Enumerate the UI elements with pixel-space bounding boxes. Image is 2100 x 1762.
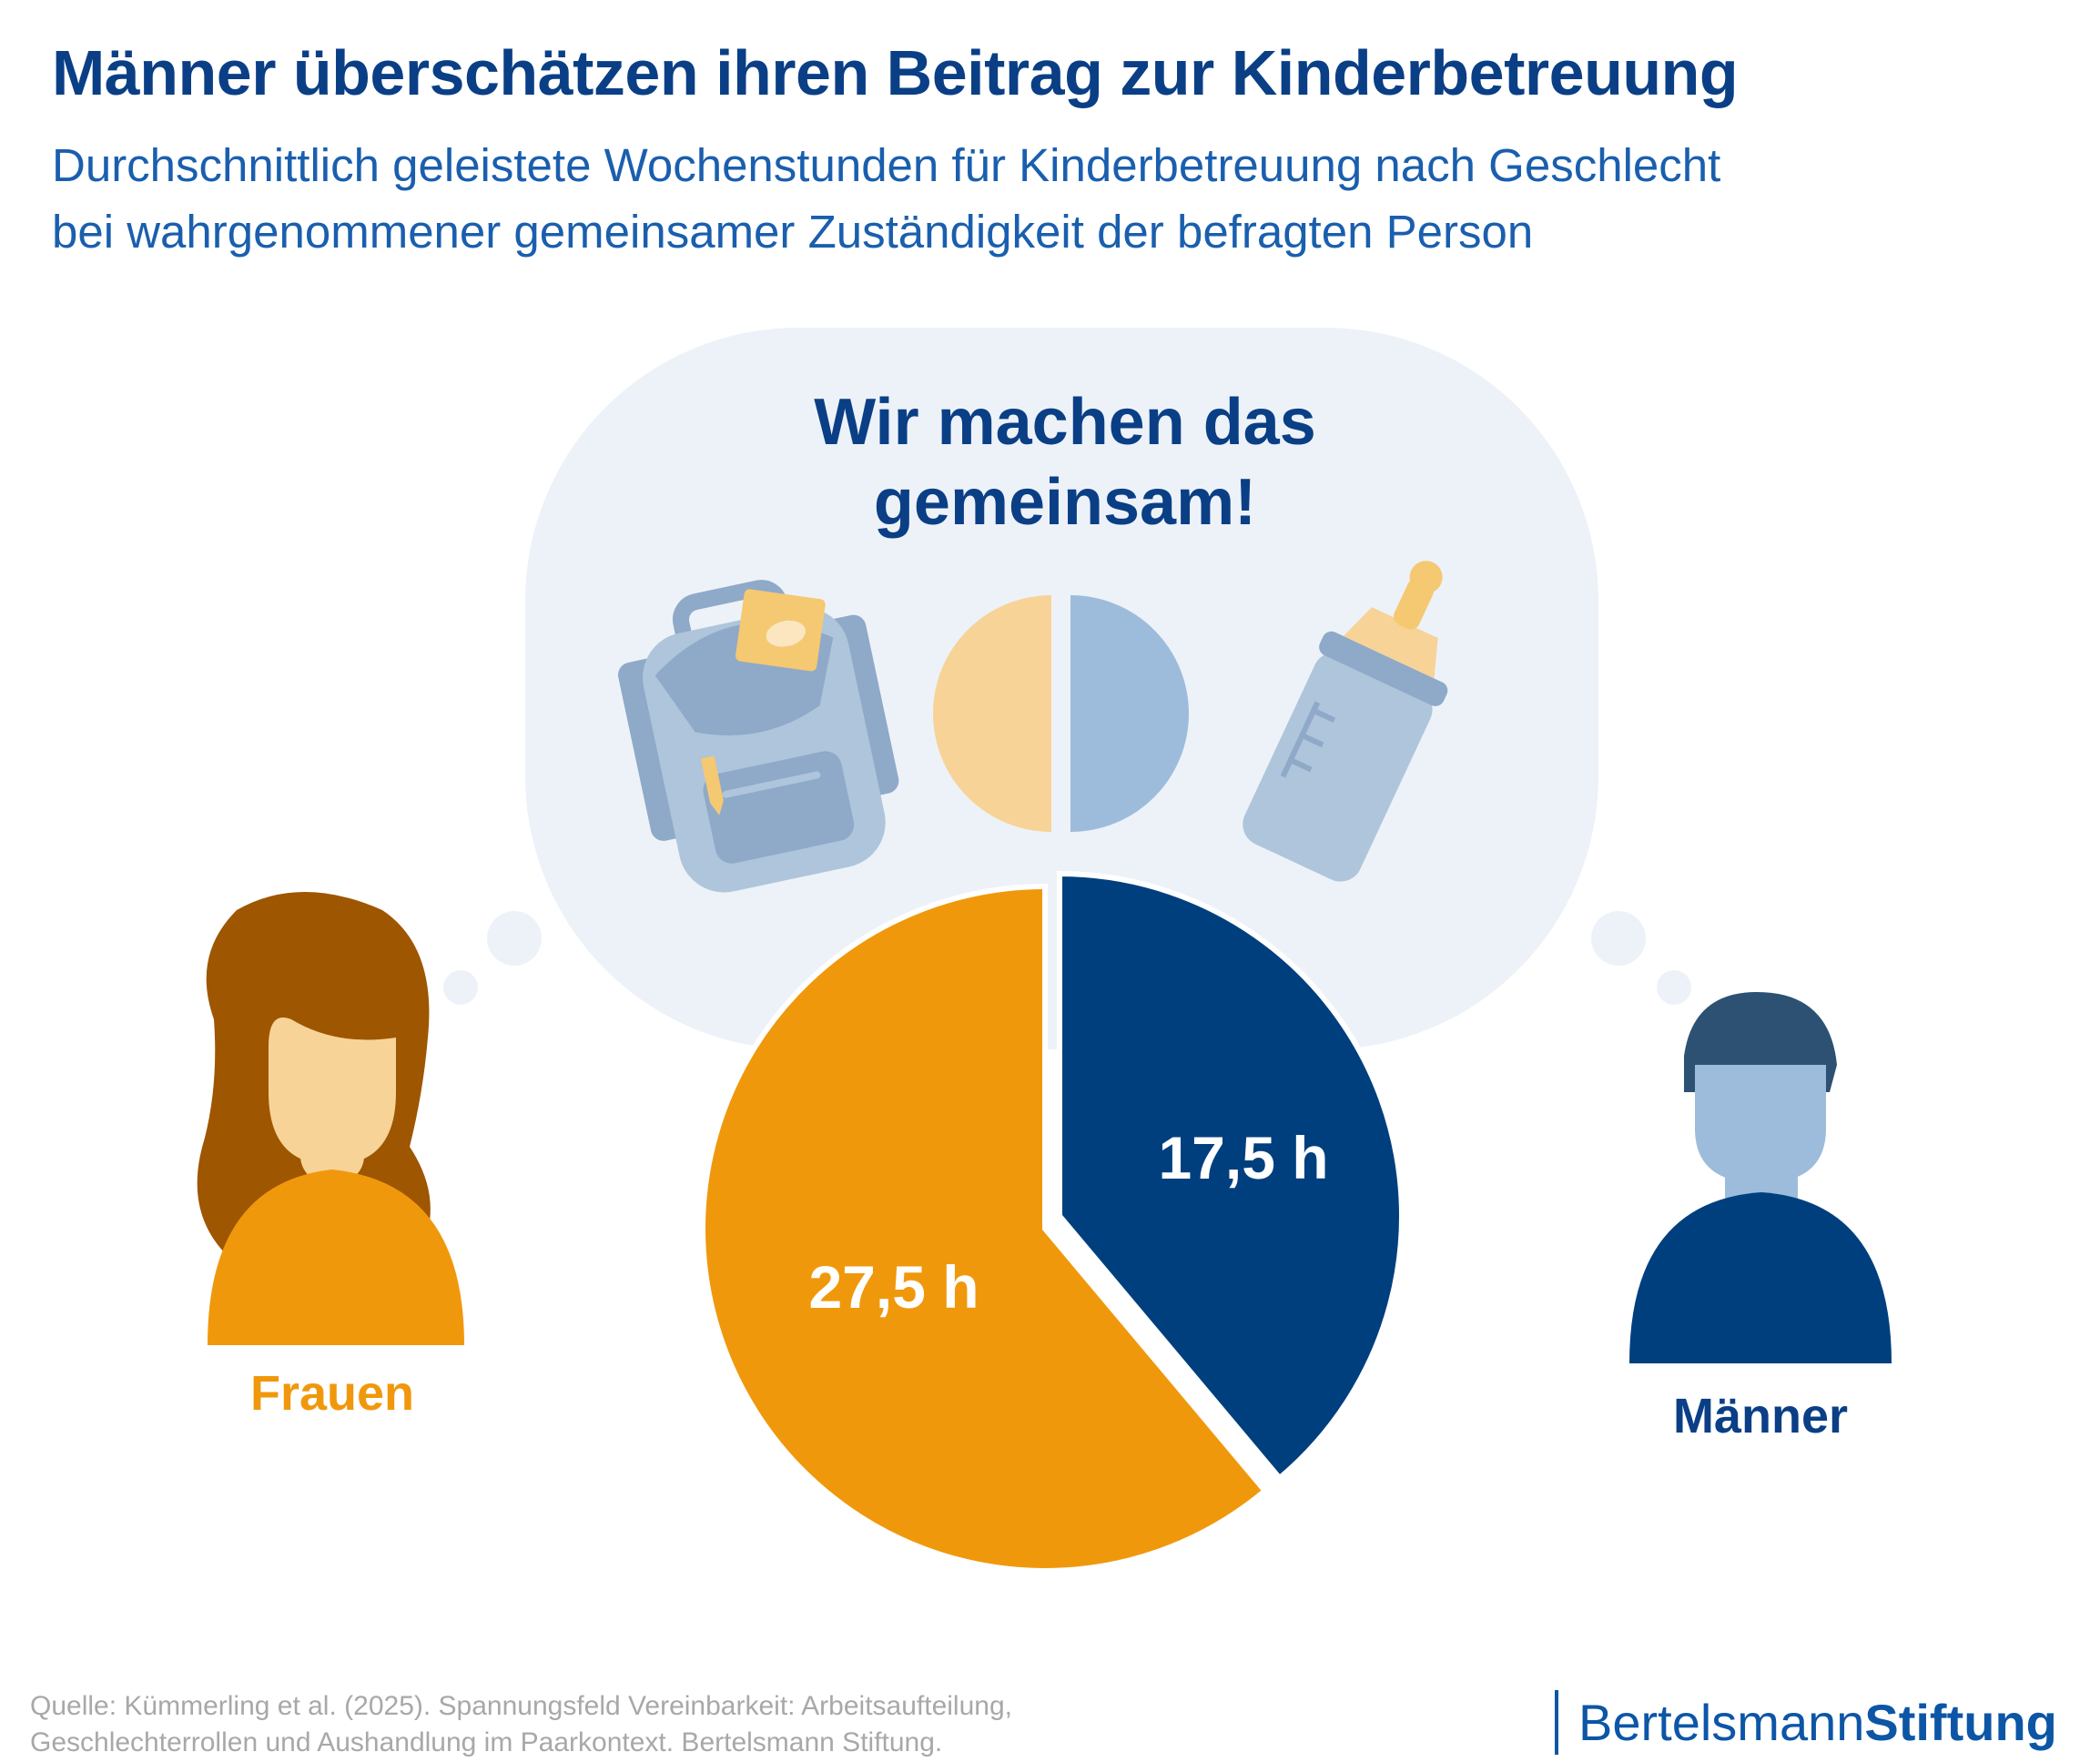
source-line-2: Geschlechterrollen und Aushandlung im Pa… [30, 1727, 943, 1757]
half-pie-icon [933, 595, 1189, 832]
pie-slice-men [1057, 870, 1405, 1483]
pie-label-men: 17,5 h [1158, 1124, 1329, 1191]
logo-regular: Bertelsmann [1578, 1694, 1865, 1751]
subtitle-line-2: bei wahrgenommener gemeinsamer Zuständig… [52, 206, 1534, 258]
subtitle-line-1: Durchschnittlich geleistete Wochenstunde… [52, 139, 1721, 191]
pie-slice-women [700, 883, 1269, 1574]
speech-line-2: gemeinsam! [873, 466, 1257, 539]
man-avatar [1629, 992, 1892, 1363]
source-line-1: Quelle: Kümmerling et al. (2025). Spannu… [30, 1691, 1012, 1721]
logo-bold: Stiftung [1864, 1694, 2057, 1751]
women-label: Frauen [249, 1366, 415, 1421]
woman-avatar [197, 892, 464, 1345]
baby-bottle-icon [1243, 561, 1448, 882]
pie-label-women: 27,5 h [808, 1253, 979, 1321]
men-label: Männer [1672, 1389, 1849, 1443]
pie-chart [700, 870, 1405, 1574]
speech-line-1: Wir machen das [814, 386, 1316, 459]
backpack-icon [618, 580, 899, 893]
speech-bubble-text: Wir machen das gemeinsam! [710, 382, 1420, 542]
bertelsmann-stiftung-logo: BertelsmannStiftung [1555, 1690, 2057, 1755]
page-title: Männer überschätzen ihren Beitrag zur Ki… [52, 37, 1739, 108]
